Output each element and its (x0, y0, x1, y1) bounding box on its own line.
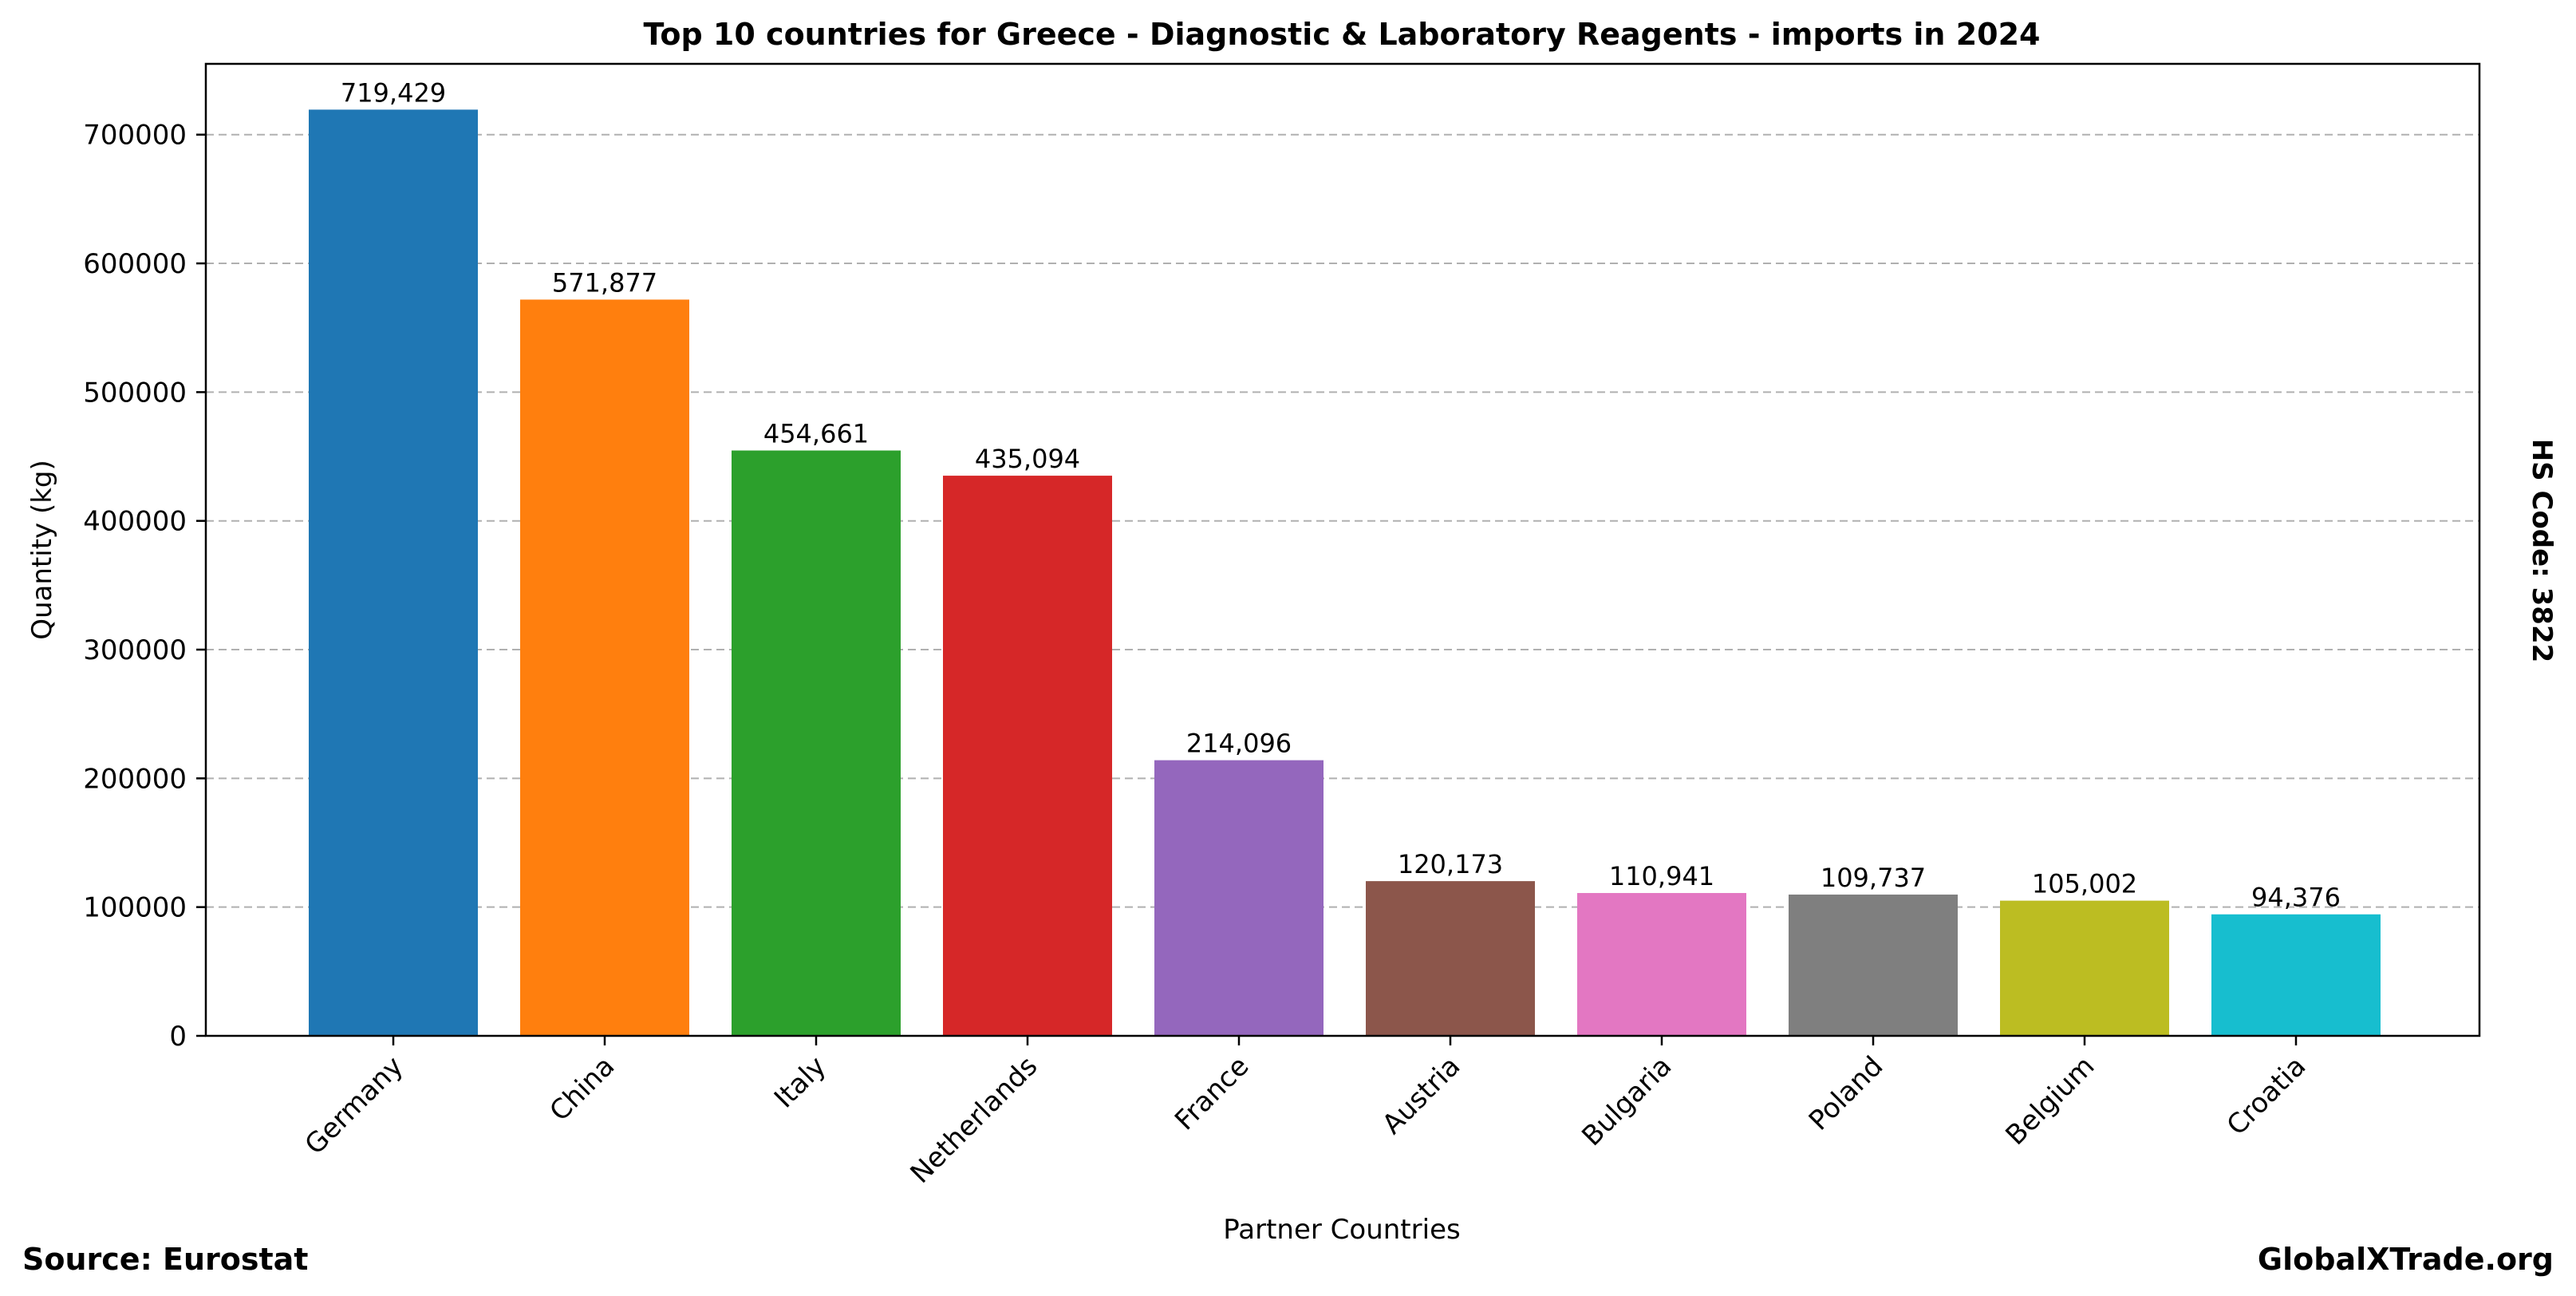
x-axis: Germany China Italy Netherlands France Austri… (299, 1036, 2313, 1190)
bar-croatia (2211, 914, 2381, 1036)
bars-group (309, 109, 2381, 1037)
hs-code-label: HS Code: 3822 (2526, 438, 2558, 663)
data-label: 719,429 (341, 77, 446, 108)
x-tick-label: Germany (299, 1050, 410, 1161)
data-label: 109,737 (1821, 863, 1926, 893)
data-label: 435,094 (975, 444, 1080, 474)
x-tick-label: Croatia (2221, 1050, 2313, 1142)
plot-frame (204, 62, 2481, 1037)
bar-germany (309, 109, 478, 1036)
data-label: 571,877 (552, 267, 657, 298)
y-tick-label: 400000 (83, 506, 187, 538)
x-tick-label: Netherlands (905, 1050, 1044, 1190)
y-tick-label: 0 (169, 1021, 187, 1053)
source-note: Source: Eurostat (22, 1242, 309, 1277)
y-tick-label: 500000 (83, 377, 187, 409)
x-tick-label: China (543, 1050, 621, 1128)
y-gridlines (206, 133, 2479, 908)
chart-title: Top 10 countries for Greece - Diagnostic… (644, 17, 2041, 52)
bar-austria (1366, 881, 1535, 1036)
data-label: 454,661 (763, 419, 869, 449)
bar-netherlands (943, 476, 1112, 1036)
data-label: 105,002 (2032, 869, 2137, 899)
data-label: 110,941 (1609, 861, 1714, 891)
brand-label: GlobalXTrade.org (2257, 1242, 2554, 1277)
x-tick-label: Bulgaria (1576, 1050, 1678, 1152)
bar-china (520, 299, 689, 1037)
y-tick-label: 700000 (83, 120, 187, 152)
y-axis: 0 100000 200000 300000 400000 500000 600000 700… (83, 120, 206, 1053)
y-tick-label: 100000 (83, 892, 187, 924)
x-tick-label: Poland (1803, 1050, 1890, 1137)
data-labels-group: 719,429 571,877 454,661 435,094 214,096 120,1… (341, 77, 2341, 912)
bar-bulgaria (1577, 893, 1746, 1036)
bar-belgium (2000, 900, 2169, 1036)
data-label: 214,096 (1186, 729, 1292, 759)
x-tick-label: Italy (768, 1050, 832, 1114)
y-tick-label: 200000 (83, 763, 187, 795)
bar-poland (1789, 894, 1958, 1036)
x-tick-label: France (1169, 1050, 1255, 1136)
bar-italy (732, 450, 901, 1036)
y-axis-label: Quantity (kg) (26, 460, 58, 640)
x-axis-label: Partner Countries (1223, 1214, 1460, 1246)
x-tick-label: Belgium (2000, 1050, 2101, 1152)
bar-france (1154, 760, 1324, 1036)
x-tick-label: Austria (1376, 1050, 1466, 1140)
y-tick-label: 600000 (83, 248, 187, 280)
y-tick-label: 300000 (83, 634, 187, 666)
data-label: 94,376 (2251, 883, 2341, 913)
data-label: 120,173 (1398, 849, 1503, 879)
